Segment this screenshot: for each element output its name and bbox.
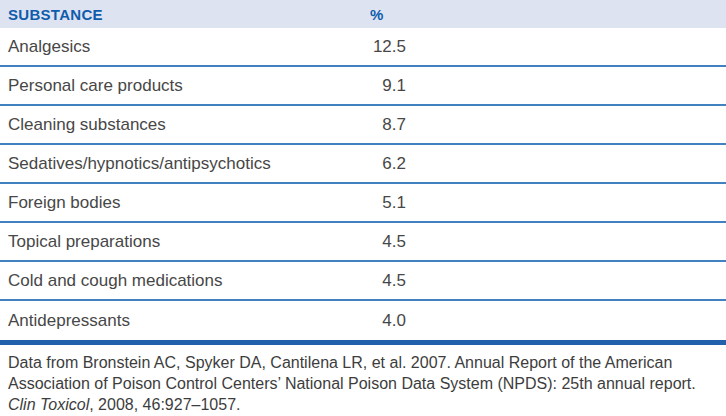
journal-name: Clin Toxicol (8, 396, 89, 413)
table-row: Cold and cough medications 4.5 (0, 262, 726, 301)
table-row: Sedatives/hypnotics/antipsychotics 6.2 (0, 145, 726, 184)
substance-label: Antidepressants (0, 311, 368, 331)
percent-value: 9.1 (368, 76, 406, 96)
column-header-substance: SUBSTANCE (0, 6, 368, 23)
table-row: Topical preparations 4.5 (0, 223, 726, 262)
table-row: Foreign bodies 5.1 (0, 184, 726, 223)
source-note-line-3: Clin Toxicol, 2008, 46:927–1057. (8, 394, 726, 415)
percent-value: 4.0 (368, 311, 406, 331)
source-note-line-1: Data from Bronstein AC, Spyker DA, Canti… (8, 352, 726, 373)
substance-label: Analgesics (0, 37, 368, 57)
percent-value: 4.5 (368, 271, 406, 291)
percent-value: 6.2 (368, 154, 406, 174)
percent-value: 12.5 (368, 37, 406, 57)
substance-table: SUBSTANCE % Analgesics 12.5 Personal car… (0, 0, 726, 345)
column-header-percent: % (368, 6, 406, 23)
substance-table-figure: SUBSTANCE % Analgesics 12.5 Personal car… (0, 0, 726, 416)
source-note: Data from Bronstein AC, Spyker DA, Canti… (0, 352, 726, 415)
source-note-line-2: Association of Poison Control Centers’ N… (8, 373, 726, 394)
percent-value: 4.5 (368, 232, 406, 252)
substance-label: Cold and cough medications (0, 271, 368, 291)
table-row: Cleaning substances 8.7 (0, 106, 726, 145)
substance-label: Personal care products (0, 76, 368, 96)
table-row: Personal care products 9.1 (0, 67, 726, 106)
percent-value: 5.1 (368, 193, 406, 213)
substance-label: Cleaning substances (0, 115, 368, 135)
table-header-row: SUBSTANCE % (0, 0, 726, 28)
substance-label: Topical preparations (0, 232, 368, 252)
citation-detail: , 2008, 46:927–1057. (89, 396, 240, 413)
table-row: Analgesics 12.5 (0, 28, 726, 67)
table-row: Antidepressants 4.0 (0, 301, 726, 340)
substance-label: Foreign bodies (0, 193, 368, 213)
percent-value: 8.7 (368, 115, 406, 135)
substance-label: Sedatives/hypnotics/antipsychotics (0, 154, 368, 174)
